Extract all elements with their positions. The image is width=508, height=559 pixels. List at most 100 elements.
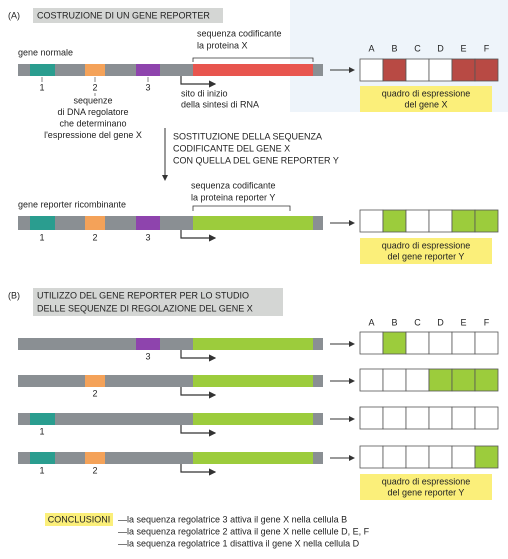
expression-cell — [359, 406, 384, 430]
coding-segment — [193, 216, 313, 230]
column-label: C — [414, 43, 421, 53]
regulatory-segment — [30, 452, 55, 464]
expression-cell — [359, 368, 384, 392]
expression-cell — [382, 406, 407, 430]
expression-cell — [405, 406, 430, 430]
regulatory-label: che determinano — [59, 118, 126, 128]
expression-cell — [382, 58, 407, 82]
regulatory-segment — [85, 452, 105, 464]
start-arrow — [180, 425, 217, 437]
expression-cell — [382, 331, 407, 355]
coding-segment — [193, 338, 313, 350]
reporter-coding-label: sequenza codificante — [191, 180, 276, 190]
regulatory-segment — [85, 216, 105, 230]
regulatory-label: di DNA regolatore — [57, 107, 128, 117]
expression-label: quadro di espressione — [382, 88, 471, 98]
expression-label: del gene reporter Y — [388, 251, 465, 261]
bracket — [192, 57, 314, 62]
replacement-label: CODIFICANTE DEL GENE X — [173, 143, 290, 153]
regulatory-segment — [136, 64, 160, 76]
expression-cell — [359, 331, 384, 355]
regulatory-label: l'espressione del gene X — [44, 130, 142, 140]
expression-cell — [382, 368, 407, 392]
gene-label: gene reporter ricombinante — [18, 199, 126, 209]
section-title: UTILIZZO DEL GENE REPORTER PER LO STUDIO — [37, 290, 249, 300]
expression-cell — [428, 368, 453, 392]
expression-cell — [359, 209, 384, 233]
expression-cell — [474, 209, 499, 233]
expression-cell — [359, 58, 384, 82]
regulatory-segment — [136, 338, 160, 350]
regulatory-segment — [30, 64, 55, 76]
start-arrow — [180, 387, 217, 399]
regulatory-label: sequenze — [73, 95, 112, 105]
expression-cell — [428, 445, 453, 469]
section-label: (A) — [8, 10, 20, 20]
expression-label: quadro di espressione — [382, 476, 471, 486]
coding-label: sequenza codificante — [197, 28, 282, 38]
conclusions-title: CONCLUSIONI — [48, 514, 111, 524]
expression-cell — [405, 58, 430, 82]
expression-cell — [405, 209, 430, 233]
start-site-label: sito di inizio — [181, 88, 228, 98]
regulatory-segment — [85, 64, 105, 76]
gene-label: gene normale — [18, 47, 73, 57]
expression-cell — [451, 209, 476, 233]
regulatory-segment — [85, 375, 105, 387]
conclusion-line: —la sequenza regolatrice 1 disattiva il … — [118, 538, 360, 548]
expression-label: del gene reporter Y — [388, 487, 465, 497]
start-site-label: della sintesi di RNA — [181, 99, 259, 109]
column-label: B — [391, 317, 397, 327]
column-label: F — [484, 43, 490, 53]
column-label: E — [460, 317, 466, 327]
regulatory-segment — [30, 413, 55, 425]
coding-segment — [193, 452, 313, 464]
section-title: COSTRUZIONE DI UN GENE REPORTER — [37, 10, 210, 20]
regulatory-number: 3 — [145, 82, 150, 92]
coding-segment — [193, 413, 313, 425]
expression-cell — [474, 58, 499, 82]
start-arrow — [180, 230, 217, 242]
coding-segment — [193, 375, 313, 387]
column-label: A — [368, 43, 374, 53]
expression-label: del gene X — [404, 99, 447, 109]
regulatory-number: 1 — [39, 232, 44, 242]
column-label: C — [414, 317, 421, 327]
expression-cell — [474, 406, 499, 430]
regulatory-number: 1 — [39, 82, 44, 92]
expression-cell — [451, 445, 476, 469]
expression-cell — [405, 445, 430, 469]
expression-cell — [428, 406, 453, 430]
conclusion-line: —la sequenza regolatrice 3 attiva il gen… — [118, 514, 347, 524]
column-label: E — [460, 43, 466, 53]
expression-cell — [382, 445, 407, 469]
expression-cell — [382, 209, 407, 233]
expression-label-box — [360, 474, 492, 500]
expression-cell — [451, 58, 476, 82]
start-arrow — [180, 76, 217, 88]
regulatory-number: 3 — [145, 351, 150, 361]
column-label: A — [368, 317, 374, 327]
title-box — [33, 8, 223, 23]
column-label: D — [437, 317, 444, 327]
regulatory-segment — [136, 216, 160, 230]
section-label: (B) — [8, 290, 20, 300]
column-label: D — [437, 43, 444, 53]
regulatory-number: 2 — [92, 465, 97, 475]
regulatory-number: 2 — [92, 82, 97, 92]
regulatory-segment — [30, 216, 55, 230]
regulatory-number: 2 — [92, 388, 97, 398]
expression-cell — [451, 368, 476, 392]
conclusions-box — [45, 513, 113, 526]
expression-label-box — [360, 238, 492, 264]
reporter-coding-label: la proteina reporter Y — [191, 192, 275, 202]
expression-cell — [451, 331, 476, 355]
replacement-label: SOSTITUZIONE DELLA SEQUENZA — [173, 131, 322, 141]
expression-cell — [474, 368, 499, 392]
column-label: F — [484, 317, 490, 327]
expression-label: quadro di espressione — [382, 240, 471, 250]
column-label: B — [391, 43, 397, 53]
expression-cell — [428, 209, 453, 233]
expression-cell — [474, 445, 499, 469]
